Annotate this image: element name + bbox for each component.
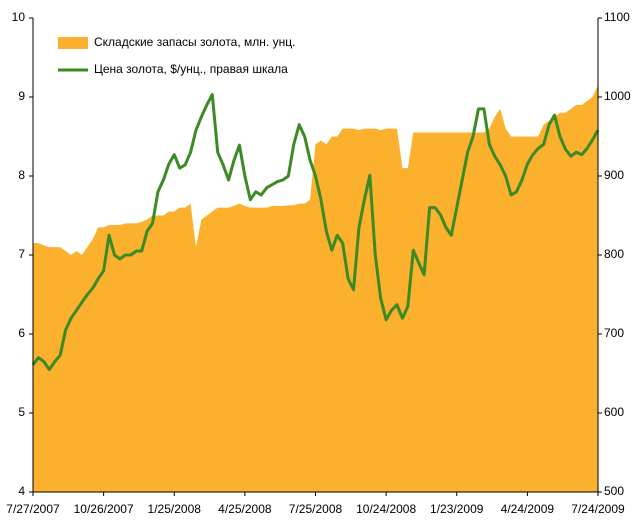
y-tick-label: 7 [18, 247, 25, 261]
legend-label: Цена золота, $/унц., правая шкала [94, 62, 288, 76]
y2-tick-label: 700 [604, 326, 624, 340]
x-tick-label: 7/24/2009 [571, 502, 625, 516]
line [31, 93, 600, 372]
y2-tick-label: 600 [604, 405, 624, 419]
y-tick-label: 8 [18, 168, 25, 182]
y-tick-label: 4 [18, 484, 25, 498]
x-tick-label: 4/24/2009 [501, 502, 555, 516]
legend-label: Складские запасы золота, млн. унц. [94, 35, 295, 49]
plot [31, 85, 600, 493]
x-tick-label: 1/25/2008 [148, 502, 202, 516]
x-tick-label: 7/27/2007 [6, 502, 60, 516]
y-tick-label: 9 [18, 89, 25, 103]
y2-tick-label: 1100 [604, 10, 630, 24]
y-tick-label: 10 [12, 10, 26, 24]
y-tick-label: 5 [18, 405, 25, 419]
x-tick-label: 4/25/2008 [218, 502, 272, 516]
x-tick-label: 10/24/2008 [356, 502, 416, 516]
y2-tick-label: 800 [604, 247, 624, 261]
legend-swatch [58, 37, 88, 49]
area [33, 85, 598, 493]
y-tick-label: 6 [18, 326, 25, 340]
x-tick-label: 7/25/2008 [289, 502, 343, 516]
x-tick-label: 10/26/2007 [74, 502, 134, 516]
x-tick-label: 1/23/2009 [430, 502, 484, 516]
y2-tick-label: 1000 [604, 89, 631, 103]
y2-tick-label: 900 [604, 168, 624, 182]
y2-tick-label: 500 [604, 484, 624, 498]
